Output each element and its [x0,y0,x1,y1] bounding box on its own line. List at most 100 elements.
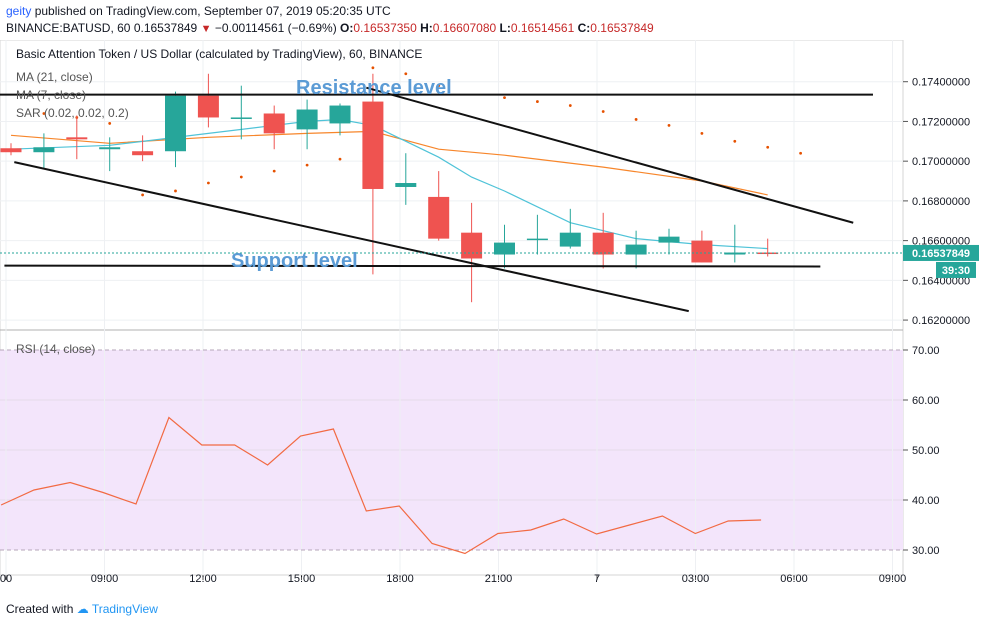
candle-body [461,232,483,259]
sar-dot [568,104,572,107]
chart-area[interactable]: 0.16200000 0.16400000 0.16600000 0.16800000… [0,40,987,595]
high-label: H: [420,21,433,35]
sar-dot [42,112,46,115]
rsi-series [0,416,762,555]
price-badge: 0.16537849 [903,244,979,261]
candle-body [33,147,55,153]
close-label: C: [577,21,591,35]
candle-body [329,105,351,124]
open-value: 0.16537350 [353,21,417,35]
tradingview-logo-icon: ☁ [76,602,89,616]
sar-dot [272,169,276,173]
low-label: L: [499,21,511,35]
last-value: 0.16537849 [133,21,198,35]
sar-dots [42,66,802,197]
x-tick-label: 15:00 [288,573,316,585]
rsi-legend: RSI (14, close) [16,342,95,356]
candle-body [132,151,154,156]
rsi-tick-label: 40.00 [912,495,940,507]
high-value: 0.16607080 [432,21,497,35]
sar-dot [437,84,441,88]
candle-body [724,252,746,255]
footer: Created with ☁ TradingView [6,602,158,616]
candle-body [559,232,581,247]
y-tick-label: 0.16800000 [912,196,970,208]
candles [0,73,779,303]
candle-body [263,113,285,134]
candle-body [757,252,779,255]
sar-dot [733,139,737,143]
rsi-tick-label: 60.00 [912,395,940,407]
rsi-line [0,416,762,555]
grid-lines [0,40,903,575]
price-badge-text: 0.16537849 [912,248,970,260]
sar-dot [503,96,506,100]
candle-body [66,137,88,140]
trend-lines [0,86,873,313]
lower-channel-line [14,161,689,313]
sar-dot [536,100,539,103]
resistance-annotation: Resistance level [296,77,452,99]
x-tick-label: 09:00 [91,573,119,585]
candle-body [428,196,450,239]
sar-dot [108,122,112,125]
candle-body [197,95,219,118]
candle-body [296,109,318,130]
candle-body [494,242,515,255]
down-arrow-icon: ▼ [200,23,212,35]
y-tick-label: 0.17000000 [912,156,970,168]
sar-dot [634,118,638,121]
created-with-text: Created with [6,602,74,616]
sar-dot [207,181,210,185]
upper-channel-line [366,86,854,224]
candle-body [691,240,713,263]
symbol-label: BINANCE:BATUSD, 60 [6,21,131,35]
candle-body [99,147,121,150]
x-tick-label: 06:00 [780,573,808,585]
support-line [4,264,821,268]
timer-badge-text: 39:30 [942,265,970,277]
author-link[interactable]: geity [6,4,32,18]
sar-legend: SAR (0.02, 0.02, 0.2) [16,106,129,120]
x-tick-label: 7 [594,573,600,585]
support-annotation: Support level [231,250,358,272]
sar-dot [305,163,309,167]
candle-body [0,148,22,153]
sar-dot [601,110,605,113]
sar-dot [799,151,802,155]
ma7-legend: MA (7, close) [16,88,86,102]
published-text: published on TradingView.com, September … [34,4,391,18]
publish-info: geity published on TradingView.com, Sept… [6,4,391,18]
sar-dot [667,124,671,127]
y-tick-label: 0.17200000 [912,116,970,128]
ma21-line [10,130,768,196]
candle-body [395,183,417,187]
candle-body [362,101,384,189]
symbol-info: BINANCE:BATUSD, 60 0.16537849 ▼ −0.00114… [6,21,654,35]
candle-body [230,117,252,119]
x-tick-label: 12:00 [189,573,217,585]
y-tick-label: 0.16200000 [912,315,970,327]
y-tick-label: 0.16400000 [912,275,970,287]
low-value: 0.16514561 [510,21,575,35]
x-tick-label: 21:00 [485,573,513,585]
close-value: 0.16537849 [590,21,654,35]
price-axis[interactable]: 0.16200000 0.16400000 0.16600000 0.16800000… [903,77,970,327]
tradingview-brand[interactable]: TradingView [91,602,158,616]
sar-dot [766,145,770,149]
ma21-legend: MA (21, close) [16,70,93,84]
rsi-axis[interactable]: 30.00 40.00 50.00 60.00 70.00 [903,345,940,557]
sar-dot [338,157,342,161]
x-tick-label: 00 [0,573,12,585]
time-axis[interactable]: 00 09:00 12:00 15:00 18:00 21:00 7 03:00 06:00 09… [0,573,906,585]
rsi-tick-label: 70.00 [912,345,940,357]
timer-badge: 39:30 [936,261,976,278]
sar-dot [239,175,243,179]
candle-body [658,236,680,243]
candle-body [165,95,186,152]
candle-body [625,244,647,255]
y-tick-label: 0.16600000 [912,236,970,248]
sar-dot [174,189,177,193]
sar-dot [404,72,408,76]
y-tick-label: 0.17400000 [912,77,970,89]
